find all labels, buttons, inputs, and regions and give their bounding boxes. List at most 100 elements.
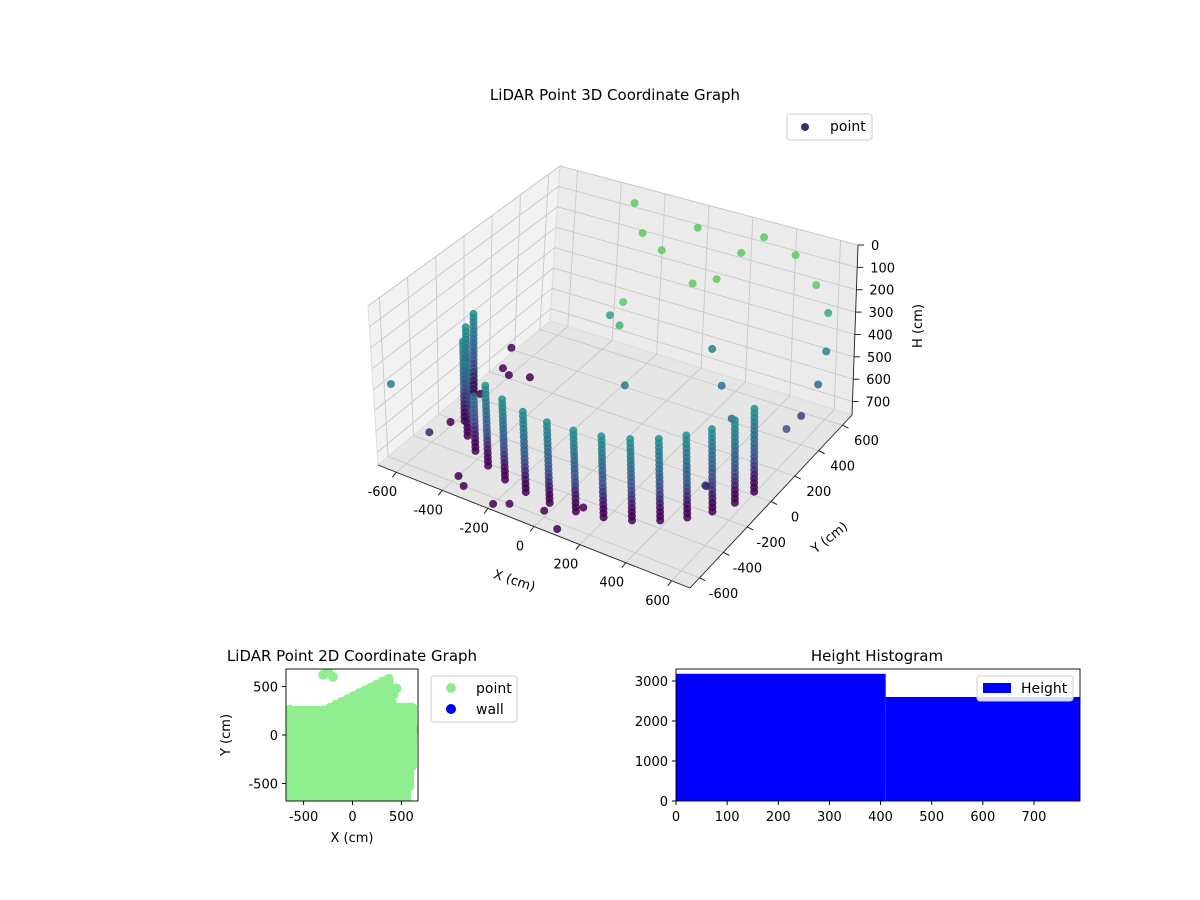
chart-3d-legend-label: point: [830, 119, 866, 135]
chart-3d-y-tick: [842, 424, 849, 429]
chart-3d-point: [521, 488, 530, 497]
chart-3d-point: [525, 373, 534, 382]
chart-3d-x-tick-label: 600: [645, 594, 670, 609]
chart-3d-legend: point: [786, 113, 873, 141]
chart-3d-y-tick-label: -200: [756, 536, 786, 551]
histogram-x-tick-label: 100: [715, 810, 740, 825]
chart-3d-point: [599, 513, 608, 522]
chart-3d-point: [822, 347, 831, 356]
chart-3d-x-tick-label: 400: [599, 576, 624, 591]
histogram-y-tick-label: 0: [660, 795, 668, 810]
chart-3d-x-tick-label: -200: [459, 521, 489, 536]
histogram-x-tick-label: 300: [817, 810, 842, 825]
chart-3d-h-tick-label: 300: [869, 306, 894, 321]
chart-3d-point: [693, 223, 702, 232]
chart-3d-point: [656, 516, 665, 525]
chart-3d-point: [628, 516, 636, 525]
chart-2d-legend: point wall: [430, 675, 518, 723]
chart-3d-point: [737, 248, 746, 257]
chart-3d-h-tick-label: 100: [870, 261, 895, 276]
chart-3d-point: [620, 381, 629, 390]
chart-3d-point: [454, 472, 463, 480]
chart-3d-point: [540, 506, 549, 515]
chart-2d-y-tick-label: 0: [270, 729, 278, 744]
chart-3d-point: [824, 309, 833, 317]
chart-2d-legend-wall: wall: [476, 702, 504, 718]
chart-3d-legend-marker: [801, 123, 809, 131]
histogram-x-tick-label: 0: [672, 810, 680, 825]
chart-3d-point: [630, 199, 639, 208]
chart-3d-point: [489, 499, 498, 508]
chart-2d-legend-point: point: [476, 681, 512, 697]
chart-3d-gridline-h: [376, 308, 853, 453]
chart-2d-xlabel: X (cm): [331, 831, 374, 846]
chart-3d-point: [712, 275, 721, 284]
histogram-bars: [676, 673, 1080, 801]
histogram-x-tick-label: 400: [868, 810, 893, 825]
chart-3d-point: [657, 246, 666, 255]
histogram-legend-label: Height: [1021, 681, 1068, 697]
chart-3d-gridline-y: [407, 277, 724, 553]
chart-3d-gridline-h: [375, 287, 854, 432]
chart-3d-h-tick-label: 0: [871, 239, 879, 254]
chart-3d-y-tick: [794, 475, 802, 480]
chart-3d-gridline-h: [367, 165, 859, 307]
chart-3d-title: LiDAR Point 3D Coordinate Graph: [490, 86, 740, 104]
histogram-legend-swatch: [983, 683, 1011, 693]
chart-3d-y-tick-label: 200: [806, 485, 831, 500]
chart-3d-h-tick-label: 500: [867, 351, 892, 366]
chart-2d-point: [388, 689, 399, 700]
chart-3d-x-tick-label: 200: [553, 558, 578, 573]
chart-3d-y-tick-label: -400: [733, 561, 763, 576]
chart-3d-point: [812, 281, 821, 290]
chart-3d-point: [619, 298, 628, 307]
chart-3d-point: [553, 525, 562, 533]
histogram-y-tick-label: 2000: [635, 715, 668, 730]
chart-3d-y-tick: [770, 501, 778, 505]
chart-3d-point: [791, 251, 800, 260]
chart-3d-gridline-h: [370, 206, 857, 349]
histogram-y-tick-label: 3000: [635, 675, 668, 690]
chart-3d-point: [615, 321, 624, 330]
chart-3d-point: [606, 311, 614, 320]
chart-3d-x-tick-label: 0: [516, 540, 524, 555]
chart-3d-gridline-x: [671, 240, 841, 582]
chart-3d-point: [638, 229, 647, 238]
chart-2d-point: [286, 706, 297, 717]
chart-3d-point: [730, 498, 739, 507]
chart-3d-gridline-y: [539, 174, 843, 426]
chart-3d-h-tick-label: 200: [869, 284, 894, 299]
chart-2d: LiDAR Point 2D Coordinate Graph -500 0 500…: [219, 647, 518, 846]
chart-3d-x-tick: [437, 490, 443, 496]
chart-2d-x-tick-label: 500: [389, 810, 414, 825]
chart-3d-point: [750, 487, 759, 496]
chart-3d-h-axis: [851, 244, 859, 416]
chart-3d: LiDAR Point 3D Coordinate Graph -600 -400…: [367, 86, 926, 609]
chart-3d-gridline-y: [435, 256, 748, 528]
chart-2d-x-tick-label: 0: [348, 810, 356, 825]
histogram-legend-box: [976, 675, 1074, 702]
chart-2d-ylabel: Y (cm): [219, 714, 234, 757]
chart-3d-y-tick: [746, 526, 754, 531]
chart-3d-gridline-x: [533, 205, 710, 527]
chart-3d-gridline-h: [374, 267, 855, 411]
chart-3d-gridline-y: [514, 194, 819, 452]
chart-3d-point: [471, 446, 480, 455]
chart-2d-point: [383, 673, 394, 684]
chart-2d-title: LiDAR Point 2D Coordinate Graph: [227, 647, 477, 665]
histogram-legend: Height: [976, 675, 1074, 702]
chart-3d-point: [459, 482, 468, 490]
chart-3d-gridline-y: [488, 215, 795, 477]
chart-3d-point: [386, 380, 395, 388]
chart-3d-point: [797, 411, 806, 420]
chart-3d-h-tick-label: 400: [868, 328, 893, 343]
chart-3d-point: [446, 418, 455, 426]
chart-3d-point: [571, 507, 580, 516]
chart-3d-y-tick-label: 400: [830, 460, 855, 475]
chart-3d-point: [708, 344, 717, 353]
chart-3d-gridline-x: [625, 228, 798, 564]
chart-3d-h-tick-label: 600: [866, 373, 891, 388]
chart-3d-point: [683, 513, 692, 522]
chart-2d-point: [407, 702, 418, 713]
